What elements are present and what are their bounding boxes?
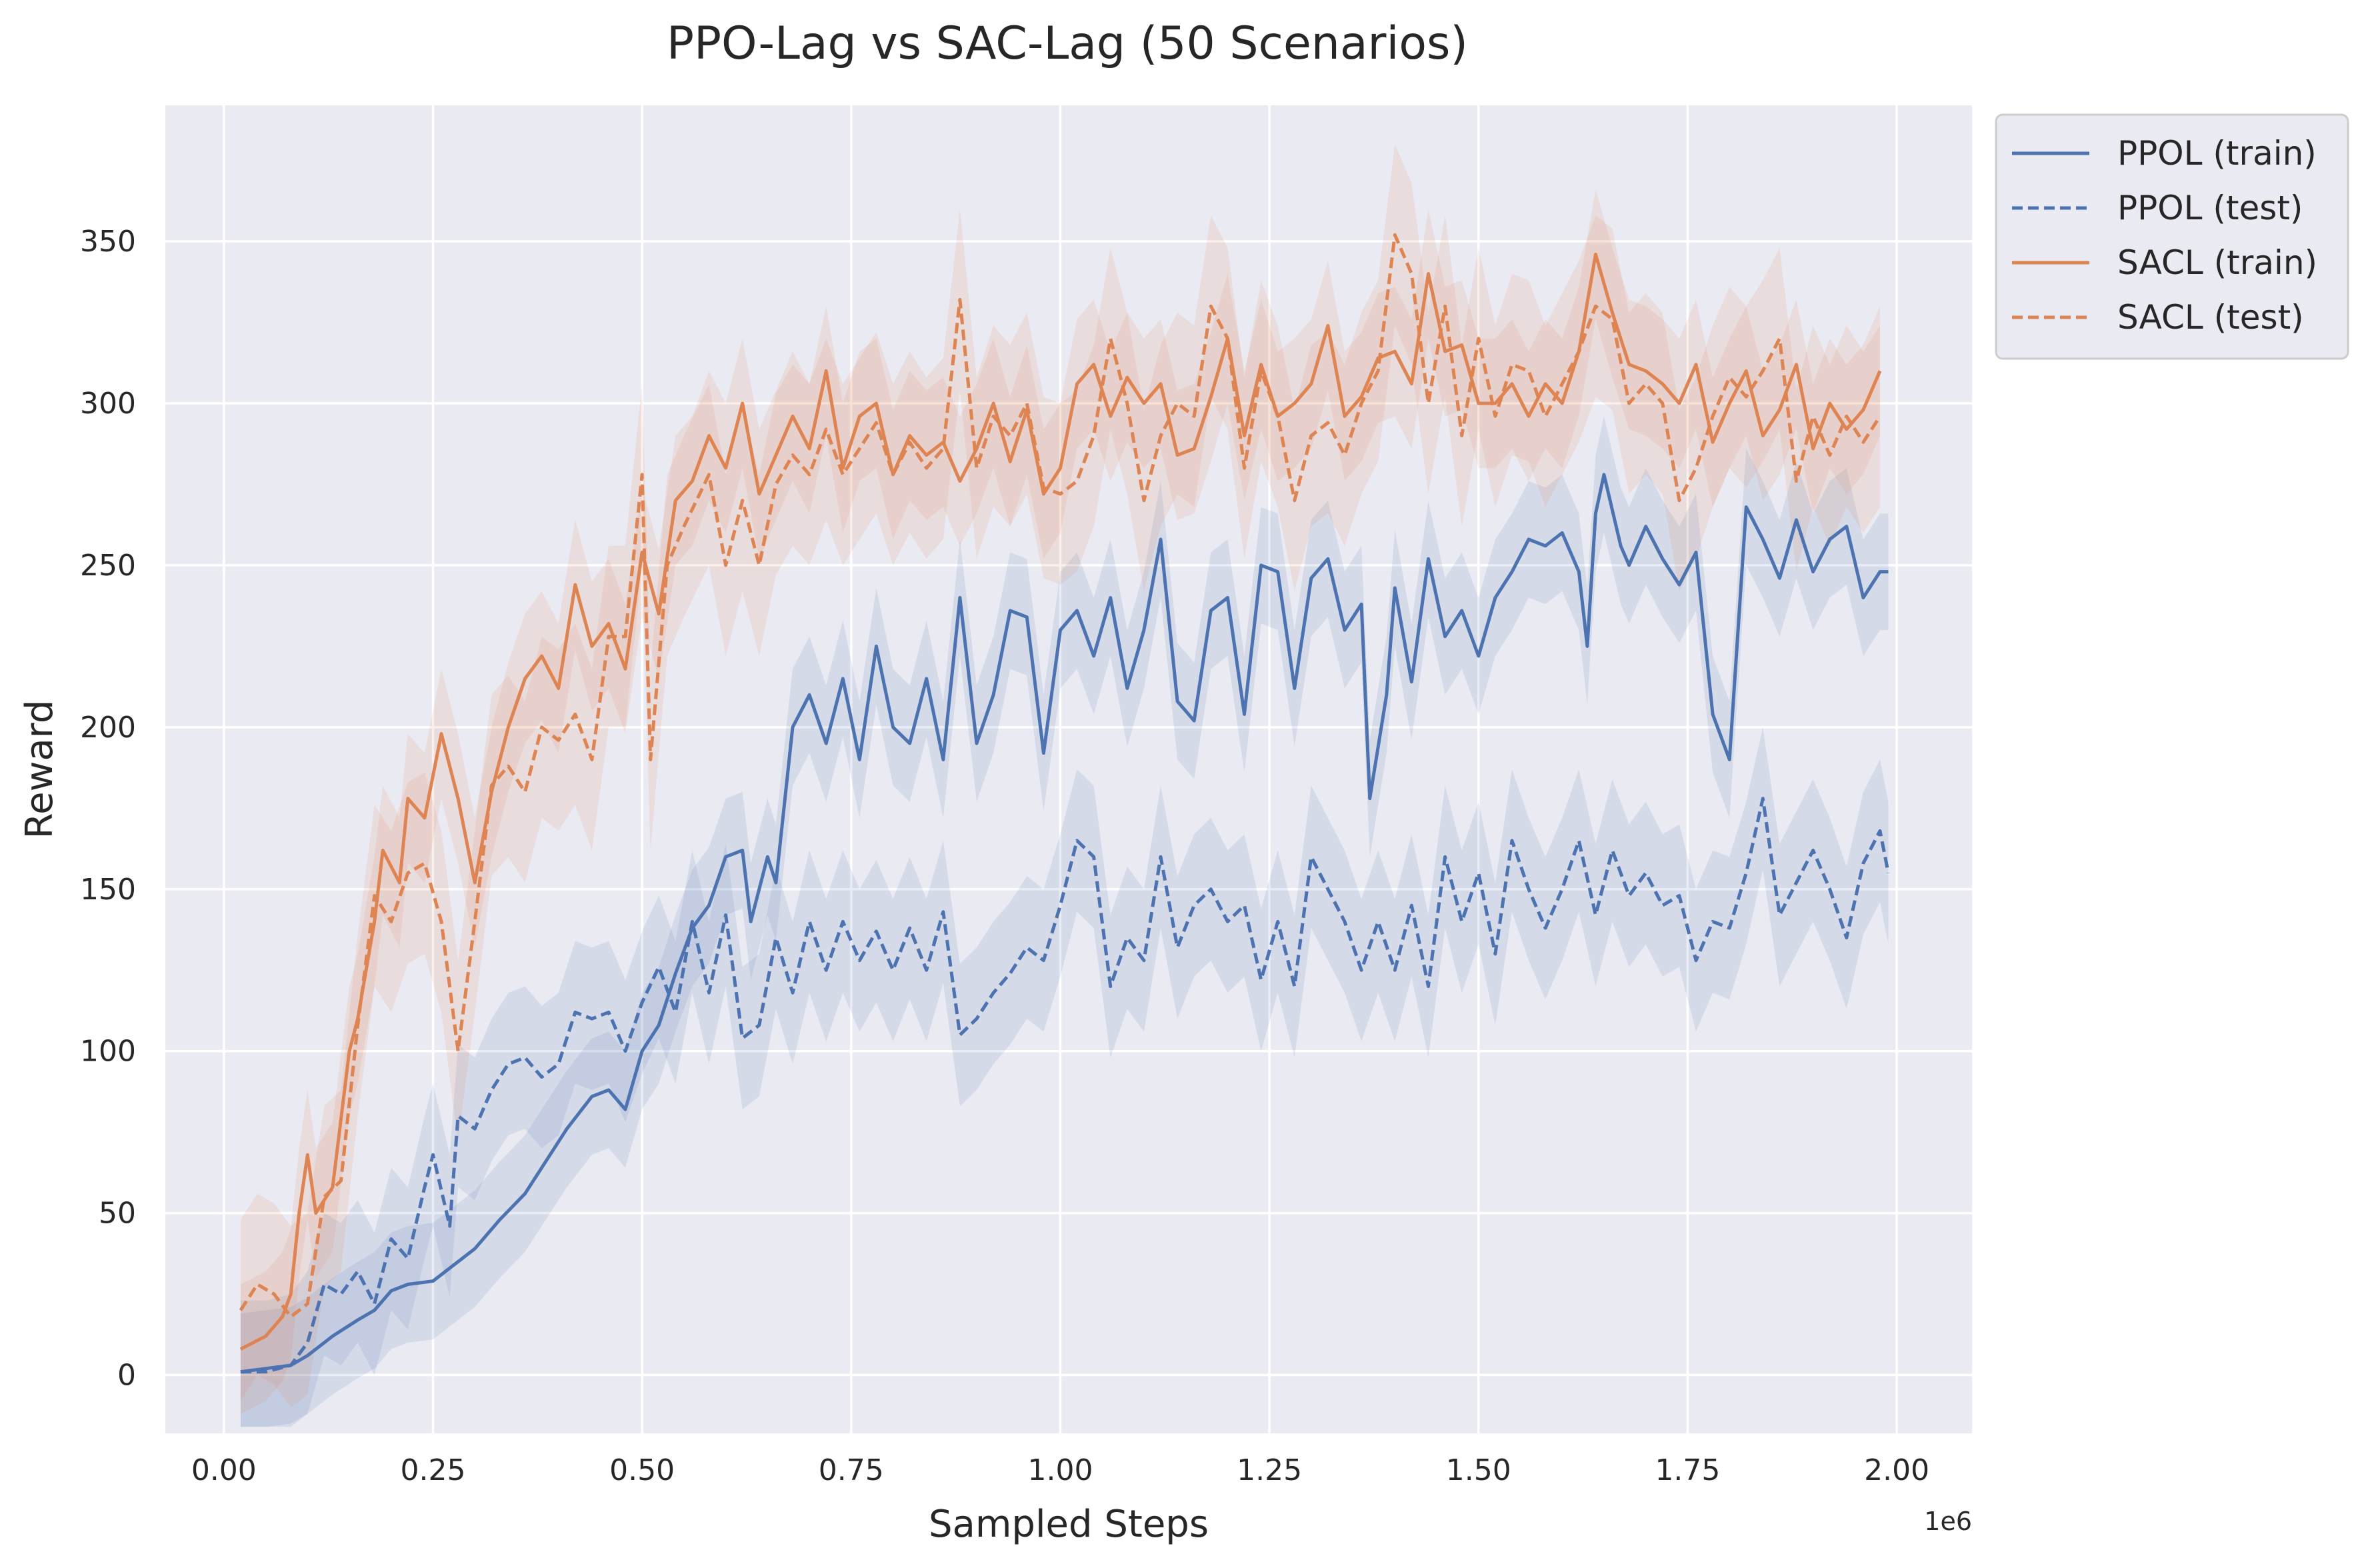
sacl-test-band <box>240 144 1881 1408</box>
legend-label-sacl-test: SACL (test) <box>2117 298 2304 337</box>
ppol-train-band <box>240 416 1889 1427</box>
y-axis-ticks: 0 50 100 150 200 250 300 350 <box>80 225 136 1392</box>
y-axis-label: Reward <box>18 700 61 839</box>
x-tick-label: 1.50 <box>1446 1453 1511 1487</box>
x-tick-label: 0.75 <box>819 1453 884 1487</box>
y-tick-label: 300 <box>80 387 136 421</box>
x-axis-ticks: 0.00 0.25 0.50 0.75 1.00 1.25 1.50 1.75 2.00 <box>191 1453 1929 1487</box>
grid <box>165 105 1972 1433</box>
x-axis-offset-label: 1e6 <box>1924 1507 1972 1536</box>
y-tick-label: 250 <box>80 549 136 583</box>
y-tick-label: 50 <box>99 1197 136 1231</box>
x-tick-label: 0.25 <box>400 1453 465 1487</box>
ppol-train-line <box>240 473 1889 1374</box>
x-tick-label: 0.50 <box>609 1453 675 1487</box>
y-tick-label: 100 <box>80 1035 136 1069</box>
x-tick-label: 0.00 <box>191 1453 257 1487</box>
ppol-test-line <box>240 797 1890 1374</box>
x-axis-label: Sampled Steps <box>929 1503 1209 1546</box>
y-tick-label: 0 <box>117 1359 136 1393</box>
y-tick-label: 350 <box>80 225 136 259</box>
ppol-test-band <box>240 727 1889 1427</box>
confidence-bands <box>240 144 1889 1427</box>
legend-label-sacl-train: SACL (train) <box>2117 243 2317 282</box>
x-tick-label: 1.00 <box>1027 1453 1093 1487</box>
x-tick-label: 1.75 <box>1655 1453 1720 1487</box>
sacl-test-line <box>239 233 1882 1319</box>
legend-label-ppol-test: PPOL (test) <box>2117 189 2303 227</box>
x-tick-label: 1.25 <box>1237 1453 1302 1487</box>
legend-box <box>1995 113 2349 360</box>
chart-title: PPO-Lag vs SAC-Lag (50 Scenarios) <box>667 17 1468 70</box>
legend-label-ppol-train: PPOL (train) <box>2117 134 2317 173</box>
y-tick-label: 200 <box>80 711 136 745</box>
series-lines <box>239 233 1890 1374</box>
x-tick-label: 2.00 <box>1864 1453 1929 1487</box>
sacl-train-band <box>240 189 1881 1414</box>
legend: PPOL (train) PPOL (test) SACL (train) SACL … <box>1995 113 2349 360</box>
y-tick-label: 150 <box>80 873 136 907</box>
